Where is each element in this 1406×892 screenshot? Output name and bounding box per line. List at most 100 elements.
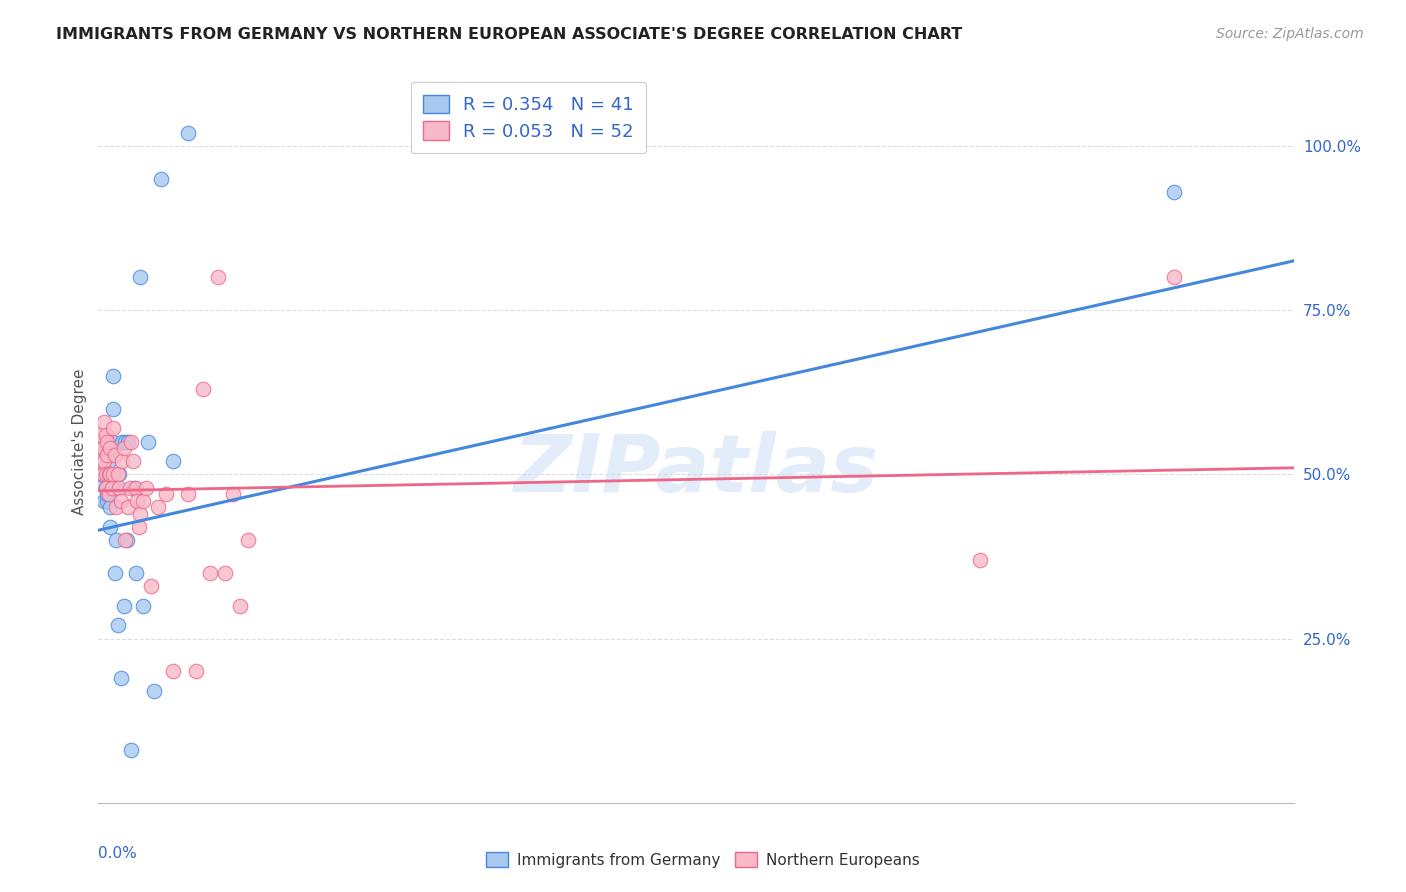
Point [96, 467, 118, 482]
Point [107, 618, 129, 632]
Point [94, 467, 117, 482]
Point [135, 481, 157, 495]
Point [111, 434, 134, 449]
Point [103, 368, 125, 383]
Point [90, 428, 112, 442]
Point [162, 665, 184, 679]
Point [96, 493, 118, 508]
Point [110, 671, 132, 685]
Point [125, 481, 148, 495]
Point [207, 270, 229, 285]
Point [129, 270, 152, 285]
Point [96, 434, 118, 449]
Point [177, 126, 200, 140]
Point [127, 493, 149, 508]
Point [101, 434, 124, 449]
Legend: R = 0.354   N = 41, R = 0.053   N = 52: R = 0.354 N = 41, R = 0.053 N = 52 [411, 82, 647, 153]
Point [214, 566, 236, 580]
Point [101, 481, 124, 495]
Point [103, 421, 125, 435]
Point [107, 467, 129, 482]
Point [96, 448, 118, 462]
Point [132, 599, 155, 613]
Point [129, 507, 152, 521]
Point [94, 428, 117, 442]
Point [200, 566, 222, 580]
Point [222, 487, 245, 501]
Point [93, 493, 115, 508]
Point [98, 500, 122, 515]
Point [97, 467, 120, 482]
Y-axis label: Associate's Degree: Associate's Degree [72, 368, 87, 515]
Point [103, 467, 125, 482]
Point [97, 487, 120, 501]
Point [115, 533, 138, 547]
Point [162, 454, 184, 468]
Point [97, 467, 120, 482]
Point [91, 441, 114, 455]
Point [120, 743, 142, 757]
Text: IMMIGRANTS FROM GERMANY VS NORTHERN EUROPEAN ASSOCIATE'S DEGREE CORRELATION CHAR: IMMIGRANTS FROM GERMANY VS NORTHERN EURO… [56, 27, 963, 42]
Point [105, 533, 128, 547]
Point [98, 467, 122, 482]
Point [91, 467, 114, 482]
Point [104, 448, 127, 462]
Point [148, 500, 170, 515]
Point [90, 454, 112, 468]
Point [108, 481, 131, 495]
Point [177, 487, 200, 501]
Point [236, 533, 259, 547]
Text: Source: ZipAtlas.com: Source: ZipAtlas.com [1216, 27, 1364, 41]
Point [111, 454, 134, 468]
Point [128, 520, 150, 534]
Point [94, 467, 117, 482]
Point [93, 454, 115, 468]
Point [112, 441, 135, 455]
Point [97, 454, 120, 468]
Point [110, 493, 132, 508]
Point [125, 566, 148, 580]
Point [118, 481, 141, 495]
Point [91, 454, 114, 468]
Point [93, 415, 115, 429]
Point [136, 434, 159, 449]
Point [142, 684, 165, 698]
Point [89, 474, 111, 488]
Point [114, 434, 136, 449]
Point [96, 487, 118, 501]
Point [98, 520, 122, 534]
Point [114, 533, 136, 547]
Point [94, 434, 117, 449]
Point [229, 599, 252, 613]
Point [124, 481, 146, 495]
Point [121, 454, 143, 468]
Point [191, 382, 214, 396]
Point [1163, 185, 1185, 199]
Point [117, 500, 139, 515]
Point [94, 481, 117, 495]
Point [132, 493, 155, 508]
Point [969, 553, 991, 567]
Point [90, 467, 112, 482]
Point [98, 441, 122, 455]
Text: 0.0%: 0.0% [98, 847, 138, 861]
Point [108, 467, 131, 482]
Legend: Immigrants from Germany, Northern Europeans: Immigrants from Germany, Northern Europe… [478, 845, 928, 875]
Point [105, 500, 128, 515]
Point [1163, 270, 1185, 285]
Point [104, 481, 127, 495]
Point [101, 481, 124, 495]
Point [184, 665, 207, 679]
Point [103, 401, 125, 416]
Point [94, 481, 117, 495]
Point [155, 487, 177, 501]
Point [117, 434, 139, 449]
Point [104, 566, 127, 580]
Point [89, 434, 111, 449]
Text: ZIPatlas: ZIPatlas [513, 432, 879, 509]
Point [93, 441, 115, 455]
Point [112, 599, 135, 613]
Point [139, 579, 162, 593]
Point [150, 171, 173, 186]
Point [120, 434, 142, 449]
